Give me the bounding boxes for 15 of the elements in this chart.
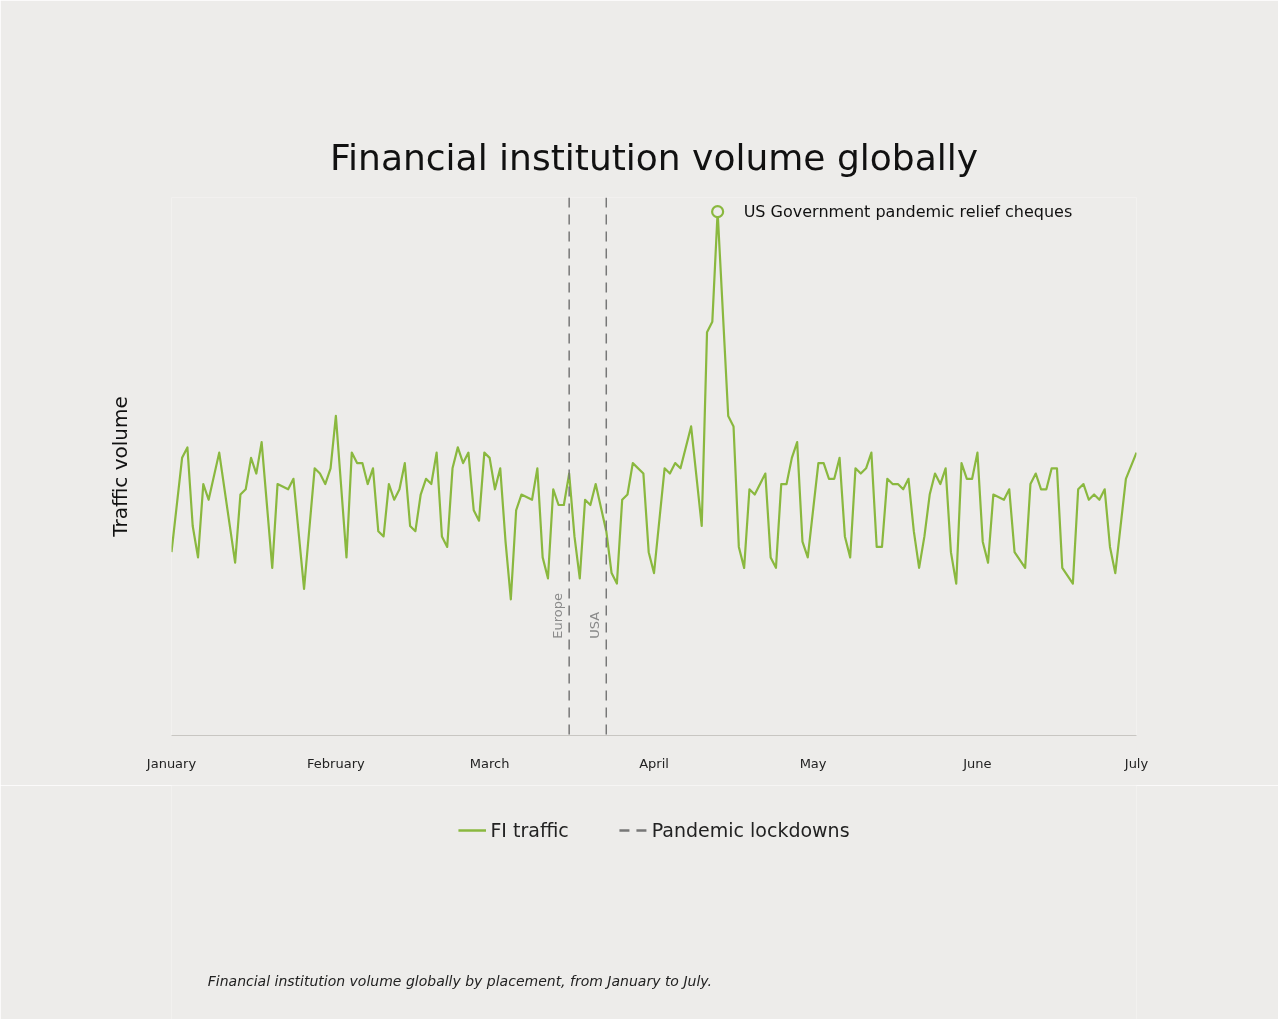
x-tick-label: June — [962, 755, 992, 771]
x-tick-label: January — [145, 755, 197, 771]
x-tick-label: July — [1123, 755, 1149, 771]
ref-line-label: Europe — [550, 592, 566, 639]
x-tick-label: May — [799, 755, 827, 771]
x-tick-label: April — [639, 755, 669, 771]
text: Pandemic lockdowns — [651, 819, 850, 841]
legend-label: FI traffic — [490, 819, 569, 841]
y-axis-title: Traffic volume — [107, 396, 132, 538]
x-tick-label: February — [307, 755, 365, 771]
chart-title: Financial institution volume globally — [329, 136, 979, 178]
annotation: US Government pandemic relief cheques — [743, 202, 1073, 222]
text: Financial institution volume globally by placement, from January to July. — [207, 972, 712, 989]
ref-line-label: USA — [587, 611, 603, 639]
x-tick-label: March — [469, 755, 510, 771]
